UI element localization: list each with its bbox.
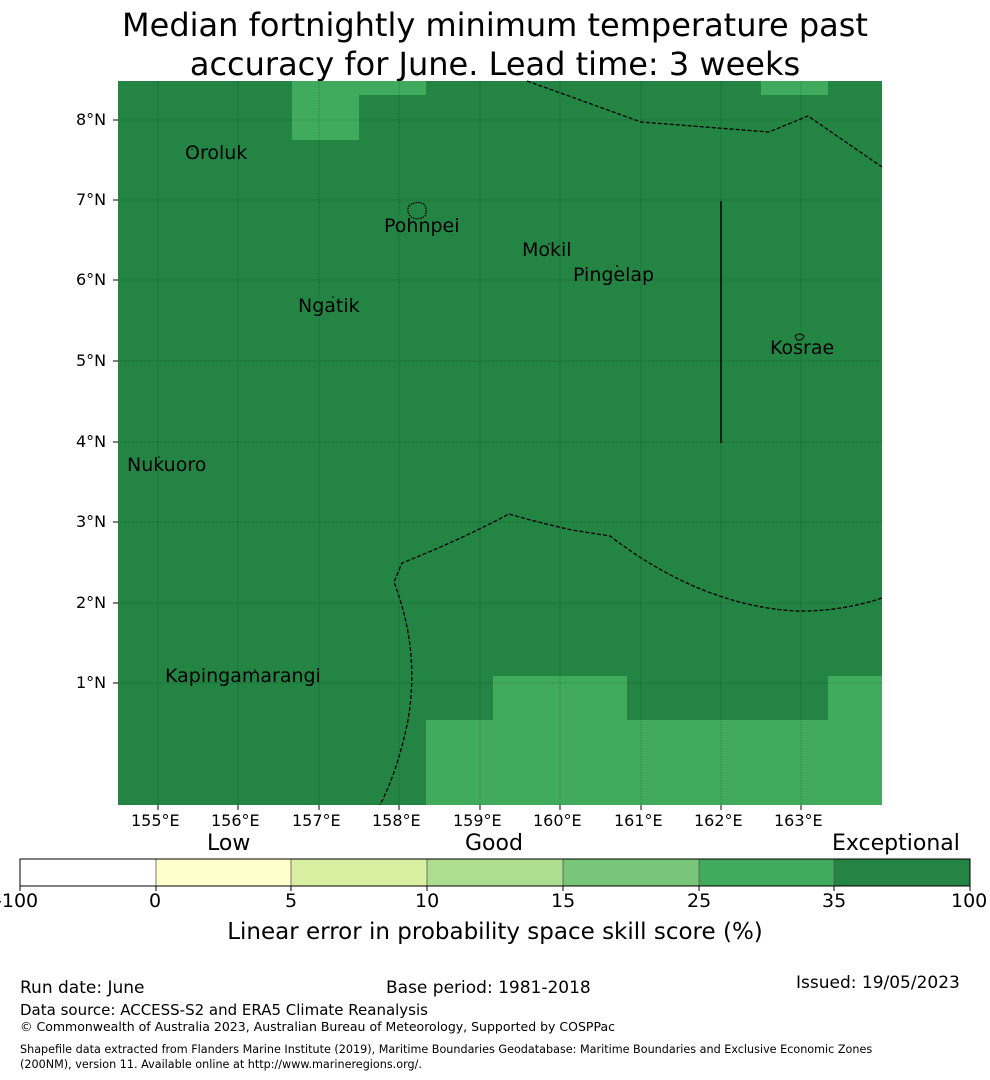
colorbar-segment-3 <box>291 859 427 886</box>
pohnpei-island-outline <box>407 201 427 220</box>
kosrae-island-outline <box>794 333 805 341</box>
lat-tick-label: 4°N <box>76 432 107 451</box>
lon-tick-label: 159°E <box>453 811 502 830</box>
data-source: Data source: ACCESS-S2 and ERA5 Climate … <box>20 1001 428 1019</box>
lat-tick-label: 2°N <box>76 593 107 612</box>
colorbar-category-low: Low <box>207 831 251 856</box>
place-label-nukuoro: Nukuoro <box>127 454 207 476</box>
colorbar-tick-label: 0 <box>149 890 162 912</box>
nukuoro-marker <box>158 456 160 458</box>
chart-title-line-2: accuracy for June. Lead time: 3 weeks <box>189 45 801 83</box>
colorbar-category-good: Good <box>465 831 523 856</box>
pingelap-marker <box>616 265 618 267</box>
colorbar-category-exceptional: Exceptional <box>832 831 960 856</box>
map-axis-ticks <box>113 119 802 810</box>
lat-tick-label: 8°N <box>76 110 107 129</box>
colorbar-tick-label: 5 <box>285 890 298 912</box>
colorbar-tick-label: 10 <box>415 890 440 912</box>
skill-patches <box>292 81 882 805</box>
colorbar-tick-label: 100 <box>951 890 988 912</box>
place-label-kapingamarangi: Kapingamarangi <box>165 665 321 687</box>
lon-tick-label: 160°E <box>533 811 582 830</box>
colorbar-tick-label: 35 <box>822 890 847 912</box>
colorbar-tick-label: -100 <box>0 890 39 912</box>
colorbar-tick-label: 15 <box>551 890 576 912</box>
colorbar-outline <box>19 858 971 887</box>
lon-tick-label: 157°E <box>292 811 341 830</box>
place-label-ngatik: Ngatik <box>298 295 360 317</box>
skill-patch-north-2 <box>359 81 426 95</box>
place-label-pingelap: Pingelap <box>573 264 655 286</box>
lat-tick-label: 5°N <box>76 351 107 370</box>
shapefile-attribution-line-2: (200NM), version 11. Available online at… <box>20 1058 422 1071</box>
lon-tick-label: 156°E <box>211 811 260 830</box>
eez-boundary-south-arc <box>379 513 883 806</box>
chart-title-line-1: Median fortnightly minimum temperature p… <box>122 6 868 44</box>
skill-patch-north-1 <box>292 81 359 140</box>
lon-tick-label: 158°E <box>372 811 421 830</box>
oroluk-marker <box>191 148 193 150</box>
colorbar-segment-1 <box>20 859 156 886</box>
colorbar-segment-6 <box>699 859 834 886</box>
skill-patch-south-2 <box>493 676 627 720</box>
place-label-kosrae: Kosrae <box>770 337 835 359</box>
lon-tick-label: 163°E <box>774 811 823 830</box>
ngatik-marker <box>332 296 334 298</box>
run-date: Run date: June <box>20 978 145 998</box>
colorbar-segment-4 <box>427 859 563 886</box>
lon-tick-label: 155°E <box>131 811 180 830</box>
place-label-mokil: Mokil <box>522 239 572 261</box>
mokil-marker <box>548 243 550 245</box>
colorbar-segment-2 <box>156 859 291 886</box>
lat-tick-label: 3°N <box>76 512 107 531</box>
colorbar-segment-5 <box>563 859 699 886</box>
eez-boundary-north <box>526 80 883 168</box>
colorbar-tick-label: 25 <box>687 890 712 912</box>
lat-tick-label: 1°N <box>76 673 107 692</box>
colorbar <box>19 858 971 891</box>
colorbar-axis-label: Linear error in probability space skill … <box>227 919 763 945</box>
skill-patch-south-1 <box>426 720 882 805</box>
lon-tick-label: 161°E <box>614 811 663 830</box>
lat-tick-label: 6°N <box>76 270 107 289</box>
copyright: © Commonwealth of Australia 2023, Austra… <box>20 1019 615 1034</box>
place-label-pohnpei: Pohnpei <box>384 215 460 237</box>
base-period: Base period: 1981-2018 <box>386 978 591 998</box>
skill-patch-south-3 <box>828 676 882 720</box>
issued-date: Issued: 19/05/2023 <box>796 973 960 993</box>
lat-tick-label: 7°N <box>76 190 107 209</box>
kapingamarangi-marker <box>254 669 256 671</box>
lon-tick-label: 162°E <box>694 811 743 830</box>
place-label-oroluk: Oroluk <box>185 142 248 164</box>
skill-patch-north-3 <box>761 81 828 95</box>
eez-boundaries <box>379 80 883 806</box>
shapefile-attribution-line-1: Shapefile data extracted from Flanders M… <box>20 1043 873 1056</box>
colorbar-segment-7 <box>834 859 970 886</box>
